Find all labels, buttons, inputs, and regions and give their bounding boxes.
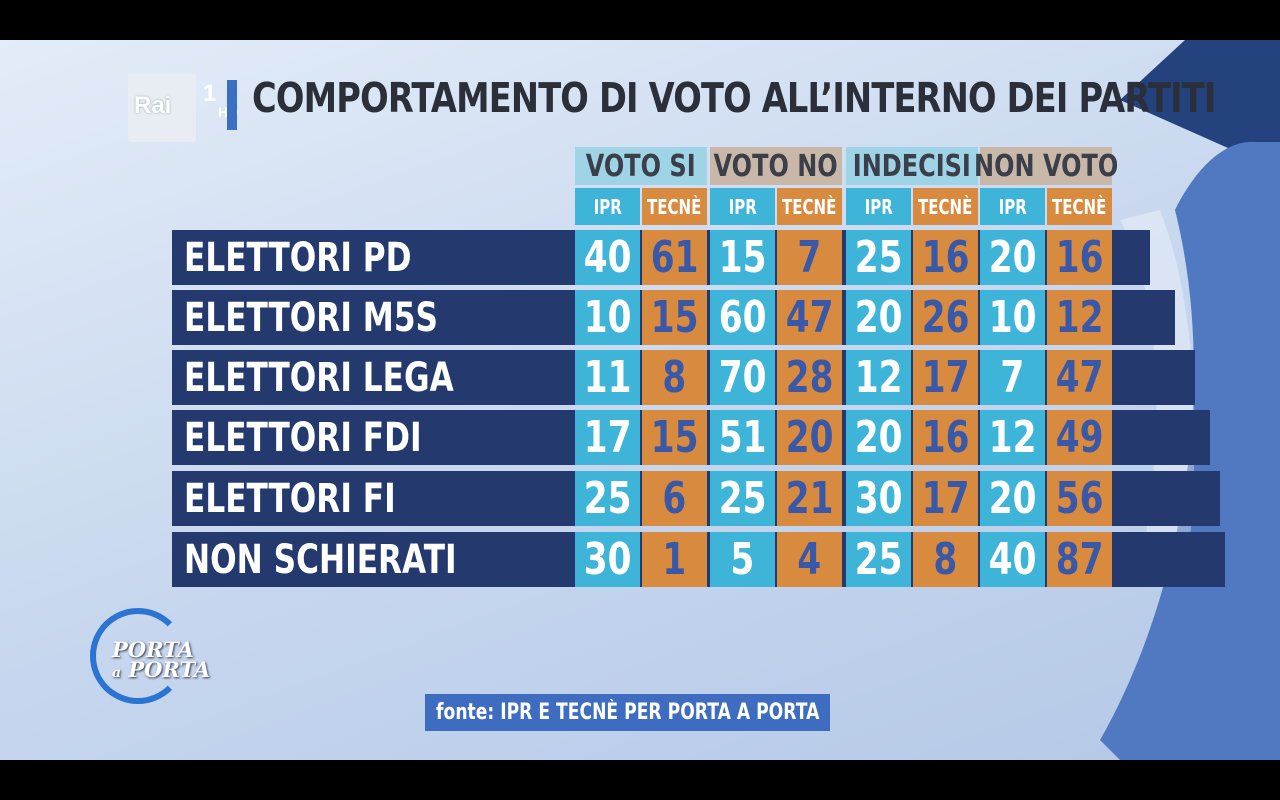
row-label: ELETTORI PD <box>184 234 412 281</box>
row-label: ELETTORI M5S <box>184 294 439 341</box>
table-cell: 16 <box>913 230 978 285</box>
row-label: ELETTORI FDI <box>184 414 422 461</box>
channel-number: 1 <box>203 80 217 107</box>
table-cell: 25 <box>575 471 640 526</box>
subcolumn-header: TECNÈ <box>913 188 978 225</box>
table-cell: 47 <box>777 290 842 345</box>
subcolumn-header: IPR <box>575 188 640 225</box>
row-label: NON SCHIERATI <box>184 536 457 583</box>
table-cell: 40 <box>980 532 1045 587</box>
subcolumn-header: IPR <box>710 188 775 225</box>
broadcast-graphic: Rai 1 HD COMPORTAMENTO DI VOTO ALL’INTER… <box>0 40 1280 760</box>
program-logo: PORTA a PORTA <box>112 637 211 682</box>
table-cell: 25 <box>710 471 775 526</box>
rai-logo-text: Rai <box>134 92 172 119</box>
group-header: NON VOTO <box>973 147 1119 185</box>
title-accent-bar <box>227 80 237 130</box>
table-cell: 15 <box>710 230 775 285</box>
subcolumn-header: TECNÈ <box>642 188 707 225</box>
table-cell: 8 <box>913 532 978 587</box>
group-header: VOTO NO <box>710 147 842 185</box>
row-label: ELETTORI LEGA <box>184 354 454 401</box>
table-cell: 10 <box>575 290 640 345</box>
subcolumn-header: TECNÈ <box>777 188 842 225</box>
table-cell: 87 <box>1047 532 1112 587</box>
table-cell: 8 <box>642 350 707 405</box>
table-cell: 6 <box>642 471 707 526</box>
table-cell: 61 <box>642 230 707 285</box>
row-label: ELETTORI FI <box>184 475 396 522</box>
table-cell: 26 <box>913 290 978 345</box>
table-cell: 30 <box>846 471 911 526</box>
rai-logo: Rai <box>128 74 196 142</box>
table-cell: 20 <box>846 410 911 465</box>
table-cell: 12 <box>980 410 1045 465</box>
table-cell: 20 <box>980 471 1045 526</box>
table-cell: 51 <box>710 410 775 465</box>
subcolumn-header: TECNÈ <box>1047 188 1112 225</box>
table-cell: 4 <box>777 532 842 587</box>
group-header: INDECISI <box>846 147 978 185</box>
program-logo-ring <box>90 608 186 704</box>
chart-title: COMPORTAMENTO DI VOTO ALL’INTERNO DEI PA… <box>252 74 1216 122</box>
table-cell: 20 <box>980 230 1045 285</box>
group-header: VOTO SI <box>575 147 707 185</box>
table-cell: 47 <box>1047 350 1112 405</box>
table-cell: 12 <box>846 350 911 405</box>
table-cell: 17 <box>575 410 640 465</box>
subcolumn-header: IPR <box>980 188 1045 225</box>
table-cell: 11 <box>575 350 640 405</box>
table-cell: 40 <box>575 230 640 285</box>
source-caption: fonte: IPR E TECNÈ PER PORTA A PORTA <box>425 694 830 731</box>
source-text: fonte: IPR E TECNÈ PER PORTA A PORTA <box>435 700 820 725</box>
table-cell: 7 <box>777 230 842 285</box>
table-cell: 70 <box>710 350 775 405</box>
table-cell: 17 <box>913 471 978 526</box>
table-cell: 49 <box>1047 410 1112 465</box>
table-cell: 5 <box>710 532 775 587</box>
table-cell: 16 <box>1047 230 1112 285</box>
table-cell: 7 <box>980 350 1045 405</box>
table-cell: 20 <box>777 410 842 465</box>
table-cell: 17 <box>913 350 978 405</box>
table-cell: 16 <box>913 410 978 465</box>
table-cell: 30 <box>575 532 640 587</box>
table-cell: 56 <box>1047 471 1112 526</box>
subcolumn-header: IPR <box>846 188 911 225</box>
table-cell: 15 <box>642 290 707 345</box>
table-cell: 15 <box>642 410 707 465</box>
table-cell: 25 <box>846 230 911 285</box>
table-cell: 1 <box>642 532 707 587</box>
table-cell: 60 <box>710 290 775 345</box>
table-cell: 10 <box>980 290 1045 345</box>
table-cell: 25 <box>846 532 911 587</box>
table-cell: 20 <box>846 290 911 345</box>
table-cell: 28 <box>777 350 842 405</box>
table-cell: 21 <box>777 471 842 526</box>
table-cell: 12 <box>1047 290 1112 345</box>
